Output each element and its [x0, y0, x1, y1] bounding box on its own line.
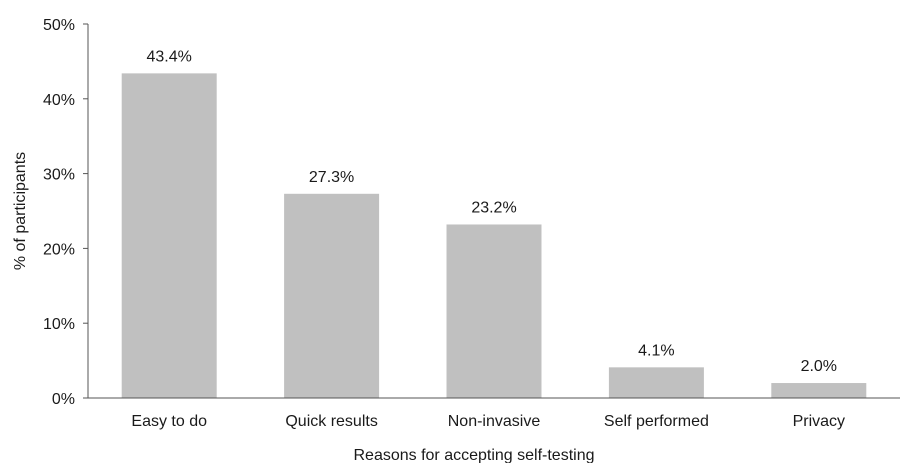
data-label: 2.0%	[801, 358, 837, 375]
category-label: Self performed	[604, 413, 709, 430]
bar	[771, 383, 867, 398]
y-axis-ticks: 0% 10% 20% 30% 40% 50%	[43, 17, 88, 408]
y-tick-label: 50%	[43, 17, 75, 34]
data-label: 4.1%	[638, 342, 674, 359]
category-label: Easy to do	[131, 413, 207, 430]
y-tick-label: 0%	[52, 391, 75, 408]
y-tick-label: 10%	[43, 316, 75, 333]
category-labels: Easy to do Quick results Non-invasive Self …	[131, 413, 845, 430]
bar	[608, 367, 704, 398]
bar	[284, 193, 380, 398]
data-label: 23.2%	[471, 199, 516, 216]
y-tick-label: 20%	[43, 241, 75, 258]
category-label: Non-invasive	[448, 413, 541, 430]
category-label: Quick results	[285, 413, 377, 430]
y-tick-label: 40%	[43, 92, 75, 109]
data-labels: 43.4% 27.3% 23.2% 4.1% 2.0%	[147, 48, 838, 375]
y-tick-label: 30%	[43, 167, 75, 184]
data-label: 27.3%	[309, 169, 354, 186]
bars	[121, 73, 867, 399]
y-axis-title: % of participants	[12, 152, 29, 270]
bar	[121, 73, 217, 399]
x-axis-title: Reasons for accepting self-testing	[353, 447, 594, 463]
bar	[446, 224, 542, 398]
category-label: Privacy	[793, 413, 845, 430]
data-label: 43.4%	[147, 48, 192, 65]
